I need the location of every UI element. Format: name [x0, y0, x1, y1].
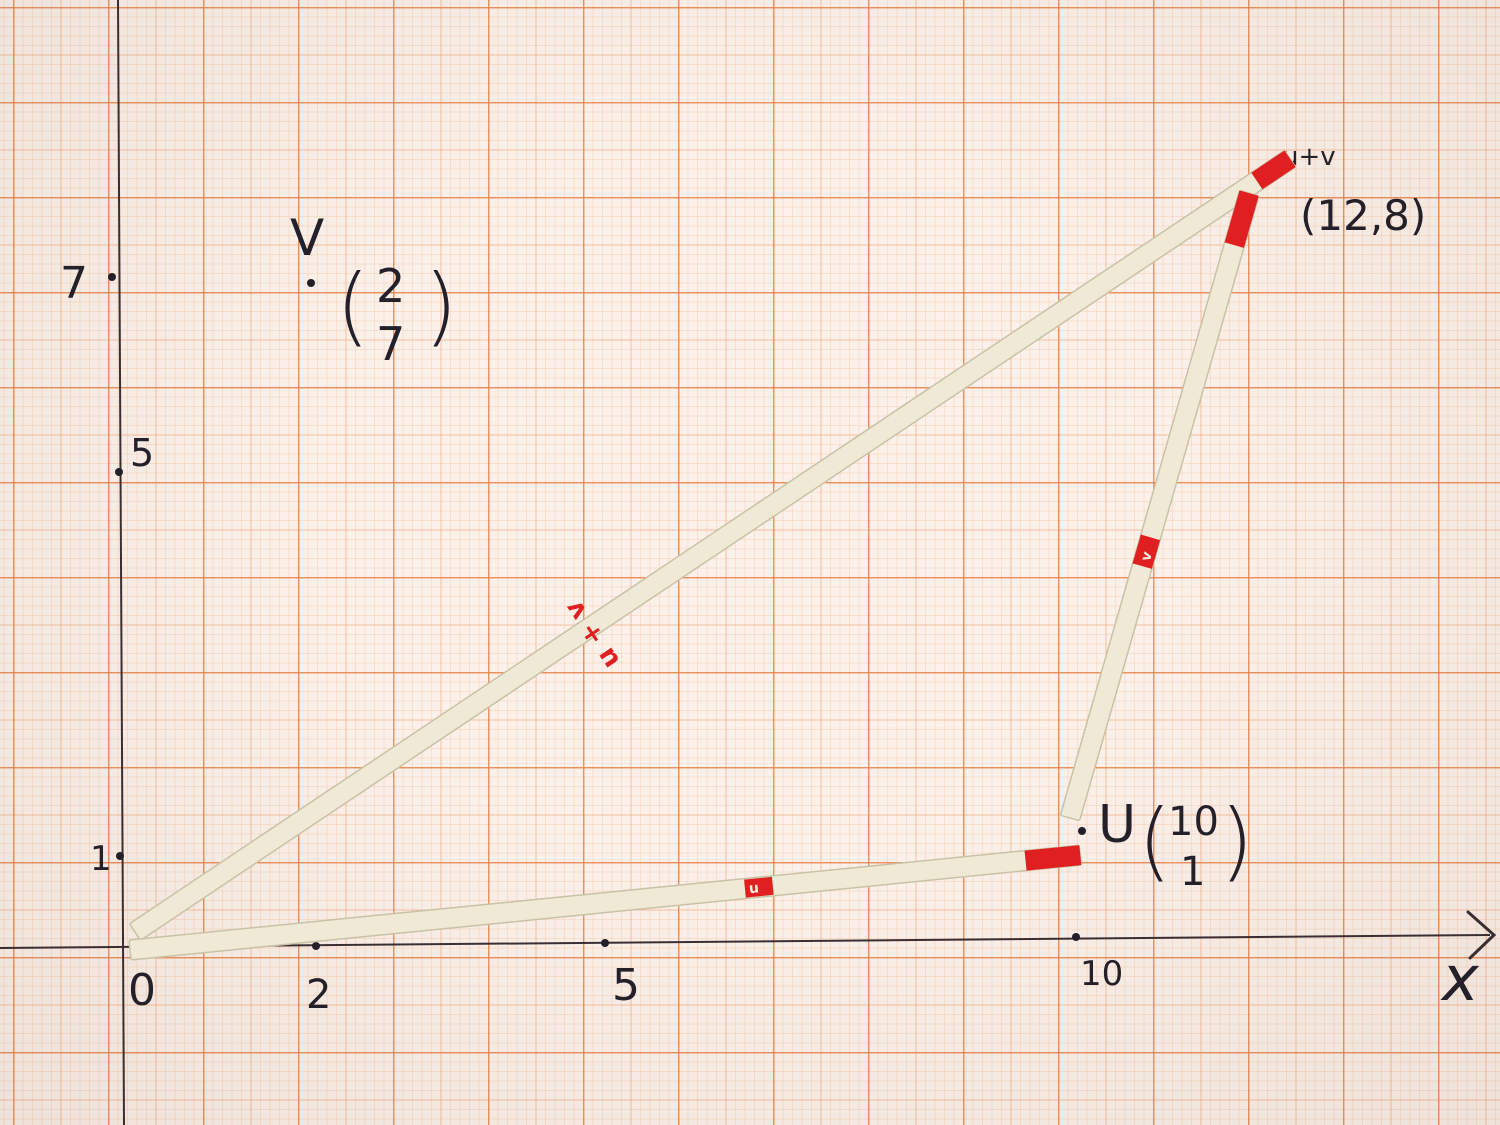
stick-u-mark: u	[748, 880, 760, 897]
tick-dot-x10	[1072, 933, 1080, 941]
stick-v-mid-mark	[1132, 534, 1161, 569]
u-close-paren: )	[1220, 791, 1254, 891]
u-top: 10	[1168, 799, 1219, 845]
x-axis-arrow-icon	[1466, 910, 1497, 960]
vector-u-label: U ( 10 1 )	[1098, 791, 1254, 895]
stick-u: u	[128, 844, 1082, 961]
vector-sum-label: u+v (12,8)	[1282, 142, 1426, 240]
y-tick-1: 1	[90, 839, 112, 879]
v-close-paren: )	[424, 256, 458, 356]
point-u-dot	[1078, 827, 1086, 835]
vector-v-label: V ( 2 7 )	[290, 209, 458, 371]
tick-dot-y1	[116, 852, 124, 860]
v-name: V	[290, 209, 324, 267]
point-v-dot	[307, 279, 315, 287]
u-bottom: 1	[1180, 849, 1205, 895]
tick-dot-y7	[108, 273, 116, 281]
x-axis-label: x	[1440, 942, 1480, 1015]
v-bottom: 7	[376, 317, 405, 371]
stick-v-mark: v	[1138, 550, 1156, 563]
tick-dot-x2	[312, 942, 320, 950]
v-open-paren: (	[336, 256, 370, 356]
y-axis-line	[117, 0, 125, 1125]
stick-v-tip-mark	[1224, 190, 1259, 248]
v-top: 2	[376, 259, 405, 313]
x-tick-0: 0	[128, 965, 156, 1016]
stick-u-tip-mark	[1024, 845, 1082, 871]
x-tick-2: 2	[306, 972, 331, 1018]
sum-point: (12,8)	[1300, 191, 1426, 240]
u-open-paren: (	[1138, 791, 1172, 891]
stick-v: v	[1060, 190, 1260, 822]
x-tick-5: 5	[612, 960, 640, 1011]
tick-dot-y5	[115, 468, 123, 476]
y-tick-7: 7	[60, 258, 88, 309]
y-tick-5: 5	[130, 431, 154, 475]
tick-labels: 0 2 5 10 7 5 1 x	[60, 258, 1480, 1018]
stick-u-mid-mark	[744, 876, 774, 898]
stick-u-plus-v-tip-mark	[1251, 150, 1296, 190]
u-name: U	[1098, 795, 1136, 855]
x-tick-10: 10	[1080, 954, 1123, 994]
tick-dot-x5	[601, 939, 609, 947]
